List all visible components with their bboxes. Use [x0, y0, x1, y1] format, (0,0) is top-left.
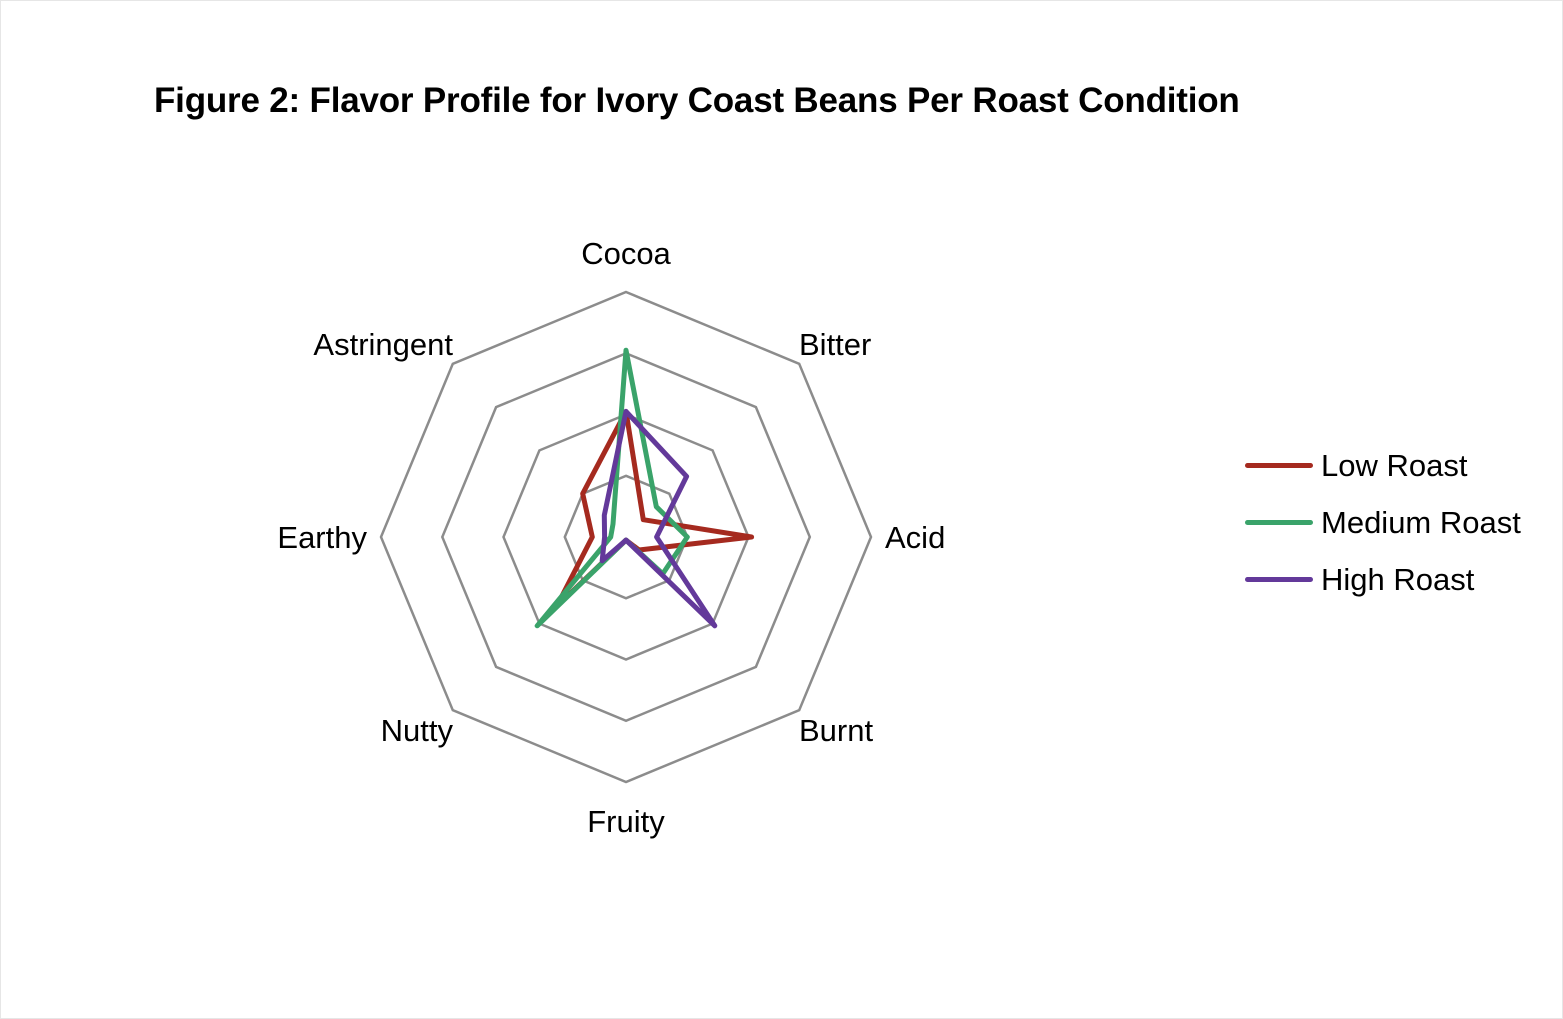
axis-label-cocoa: Cocoa — [581, 236, 671, 271]
axis-labels: Cocoa Bitter Acid Burnt Fruity Nutty Earthy Ast… — [277, 236, 945, 839]
legend-item-high-roast: High Roast — [1245, 551, 1521, 608]
axis-label-earthy: Earthy — [277, 520, 367, 555]
legend-label-low-roast: Low Roast — [1321, 447, 1468, 483]
legend-item-medium-roast: Medium Roast — [1245, 494, 1521, 551]
legend: Low Roast Medium Roast High Roast — [1245, 437, 1521, 608]
axis-label-bitter: Bitter — [799, 327, 871, 362]
axis-label-astringent: Astringent — [313, 327, 453, 362]
grid-ring-3 — [440, 351, 812, 723]
grid-ring-1 — [563, 474, 689, 600]
series-line-high-roast — [599, 408, 718, 629]
legend-label-high-roast: High Roast — [1321, 561, 1475, 597]
legend-item-low-roast: Low Roast — [1245, 437, 1521, 494]
grid-ring-2 — [502, 413, 750, 661]
legend-swatch-high-roast — [1245, 577, 1313, 582]
axis-label-acid: Acid — [885, 520, 945, 555]
axis-label-nutty: Nutty — [381, 713, 454, 748]
axis-label-burnt: Burnt — [799, 713, 873, 748]
axis-label-fruity: Fruity — [587, 804, 665, 839]
legend-swatch-low-roast — [1245, 463, 1313, 468]
grid-ring-4 — [379, 290, 873, 784]
legend-swatch-medium-roast — [1245, 520, 1313, 525]
series-lines — [534, 347, 755, 629]
chart-title: Figure 2: Flavor Profile for Ivory Coast… — [154, 81, 1240, 120]
legend-label-medium-roast: Medium Roast — [1321, 504, 1521, 540]
radar-grid — [379, 290, 873, 784]
